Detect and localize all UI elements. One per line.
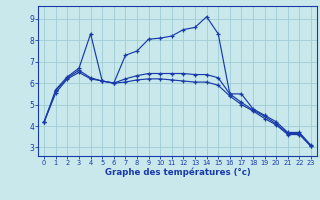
X-axis label: Graphe des températures (°c): Graphe des températures (°c) bbox=[105, 168, 251, 177]
